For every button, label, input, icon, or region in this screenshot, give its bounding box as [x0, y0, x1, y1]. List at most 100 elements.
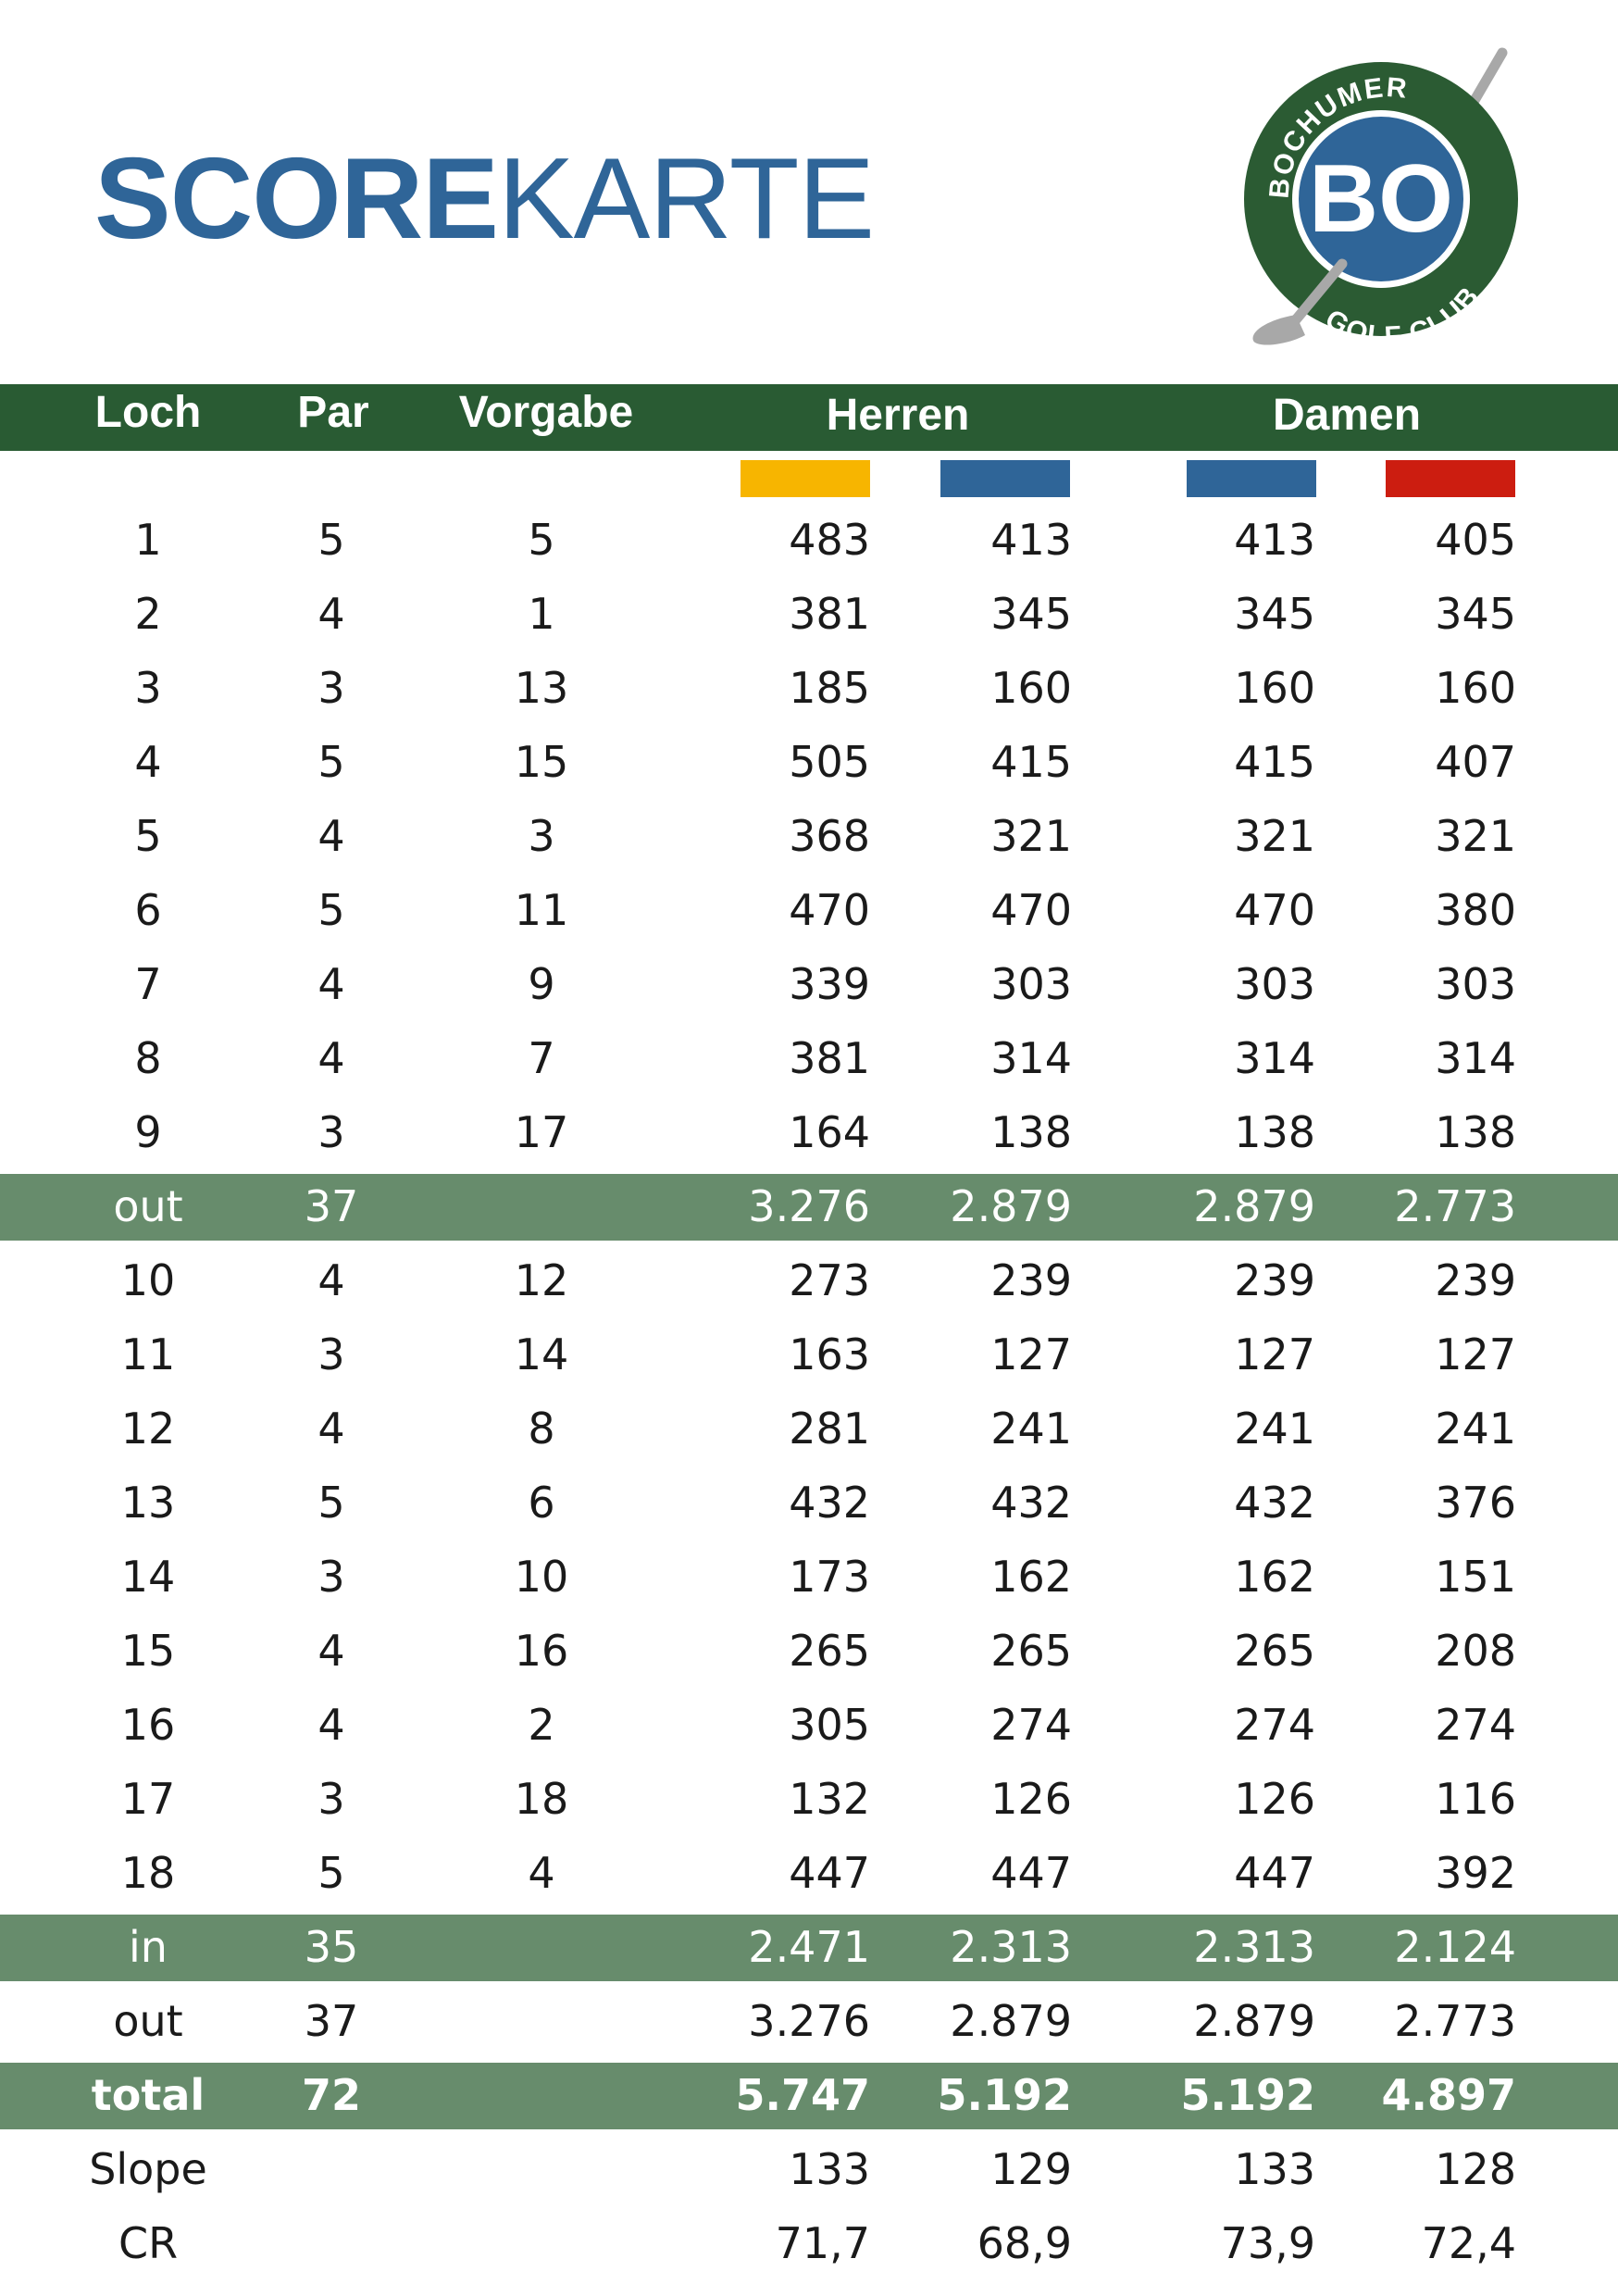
hole-row-16-par: 4	[317, 1700, 345, 1750]
hole-row-9-distance-1: 164	[789, 1107, 870, 1157]
hole-row-7-label: 7	[134, 959, 162, 1009]
hole-row-14-par: 3	[317, 1552, 345, 1602]
club-logo-graphic: BO BOCHUMER GOLF CLUB	[1244, 47, 1518, 352]
hole-row-7-distance-4: 303	[1435, 959, 1516, 1009]
hole-row-13-distance-4: 376	[1435, 1478, 1516, 1528]
hole-row-5-distance-2: 321	[990, 811, 1072, 861]
out-row-distance-2: 2.879	[950, 1181, 1072, 1231]
in-row-label: in	[129, 1922, 168, 1972]
hole-row-7-distance-2: 303	[990, 959, 1072, 1009]
hole-row-6-par: 5	[317, 885, 345, 935]
total-row-label: total	[91, 2070, 205, 2120]
hole-row-12-distance-2: 241	[990, 1404, 1072, 1454]
hole-row-15-distance-3: 265	[1234, 1626, 1315, 1676]
hole-row-12-distance-3: 241	[1234, 1404, 1315, 1454]
hole-row-8-distance-3: 314	[1234, 1033, 1315, 1083]
header-vorgabe: Vorgabe	[458, 388, 634, 437]
hole-row-9-distance-4: 138	[1435, 1107, 1516, 1157]
hole-row-6-distance-1: 470	[789, 885, 870, 935]
out-repeat-row-distance-3: 2.879	[1193, 1996, 1315, 2046]
hole-row-16-distance-2: 274	[990, 1700, 1072, 1750]
out-repeat-row-distance-4: 2.773	[1394, 1996, 1516, 2046]
hole-row-17-distance-3: 126	[1234, 1774, 1315, 1824]
hole-row-3-distance-4: 160	[1435, 663, 1516, 713]
hole-row-17-distance-4: 116	[1435, 1774, 1516, 1824]
hole-row-2-distance-3: 345	[1234, 589, 1315, 639]
header-band	[0, 384, 1618, 451]
logo-center	[1299, 117, 1463, 281]
hole-row-2-distance-4: 345	[1435, 589, 1516, 639]
hole-row-15-distance-2: 265	[990, 1626, 1072, 1676]
hole-row-10-distance-2: 239	[990, 1255, 1072, 1305]
hole-row-4-distance-2: 415	[990, 737, 1072, 787]
total-band	[0, 2063, 1618, 2129]
out-repeat-row-distance-1: 3.276	[748, 1996, 870, 2046]
hole-row-5-distance-4: 321	[1435, 811, 1516, 861]
hole-row-8-distance-2: 314	[990, 1033, 1072, 1083]
hole-row-13-distance-2: 432	[990, 1478, 1072, 1528]
hole-row-1-par: 5	[317, 515, 345, 565]
in-band	[0, 1915, 1618, 1981]
cr-row-distance-1: 71,7	[775, 2218, 870, 2268]
page-title: SCOREKARTE	[94, 130, 875, 268]
hole-row-13-distance-3: 432	[1234, 1478, 1315, 1528]
hole-row-7-distance-1: 339	[789, 959, 870, 1009]
hole-row-5-distance-3: 321	[1234, 811, 1315, 861]
hole-row-13-distance-1: 432	[789, 1478, 870, 1528]
hole-row-18-vorgabe: 4	[528, 1848, 555, 1898]
total-row-distance-1: 5.747	[735, 2070, 870, 2120]
title-regular-part: KARTE	[497, 135, 875, 263]
header-loch: Loch	[94, 388, 202, 437]
hole-row-4-distance-1: 505	[789, 737, 870, 787]
hole-row-11-vorgabe: 14	[514, 1329, 569, 1379]
hole-row-15-vorgabe: 16	[514, 1626, 569, 1676]
hole-row-3-distance-3: 160	[1234, 663, 1315, 713]
hole-row-17-label: 17	[120, 1774, 176, 1824]
hole-row-15-distance-1: 265	[789, 1626, 870, 1676]
hole-row-14-vorgabe: 10	[514, 1552, 569, 1602]
hole-row-13-par: 5	[317, 1478, 345, 1528]
hole-row-12-distance-4: 241	[1435, 1404, 1516, 1454]
logo-monogram: BO	[1309, 145, 1453, 253]
hole-row-9-vorgabe: 17	[514, 1107, 569, 1157]
hole-row-11-distance-3: 127	[1234, 1329, 1315, 1379]
hole-row-3-distance-1: 185	[789, 663, 870, 713]
hole-row-17-distance-2: 126	[990, 1774, 1072, 1824]
out-repeat-row-par: 37	[304, 1996, 359, 2046]
out-row-distance-1: 3.276	[748, 1181, 870, 1231]
hole-row-4-vorgabe: 15	[514, 737, 569, 787]
total-row-distance-4: 4.897	[1381, 2070, 1516, 2120]
hole-row-16-distance-1: 305	[789, 1700, 870, 1750]
hole-row-4-distance-3: 415	[1234, 737, 1315, 787]
out-repeat-row-distance-2: 2.879	[950, 1996, 1072, 2046]
hole-row-16-distance-4: 274	[1435, 1700, 1516, 1750]
header-damen: Damen	[1272, 391, 1422, 440]
slope-row-distance-3: 133	[1234, 2144, 1315, 2194]
cr-row-distance-3: 73,9	[1220, 2218, 1315, 2268]
hole-row-13-label: 13	[120, 1478, 176, 1528]
cr-row-label: CR	[118, 2218, 179, 2268]
hole-row-10-distance-4: 239	[1435, 1255, 1516, 1305]
hole-row-6-distance-4: 380	[1435, 885, 1516, 935]
hole-row-18-distance-3: 447	[1234, 1848, 1315, 1898]
out-band	[0, 1174, 1618, 1241]
header-herren: Herren	[826, 391, 970, 440]
hole-row-7-par: 4	[317, 959, 345, 1009]
hole-row-1-label: 1	[134, 515, 162, 565]
hole-row-18-label: 18	[120, 1848, 176, 1898]
total-row-distance-2: 5.192	[937, 2070, 1072, 2120]
hole-row-9-par: 3	[317, 1107, 345, 1157]
hole-row-14-distance-4: 151	[1435, 1552, 1516, 1602]
hole-row-2-par: 4	[317, 589, 345, 639]
cr-row-distance-4: 72,4	[1421, 2218, 1516, 2268]
hole-row-15-distance-4: 208	[1435, 1626, 1516, 1676]
hole-row-12-label: 12	[120, 1404, 176, 1454]
out-row-label: out	[113, 1181, 183, 1231]
hole-row-18-distance-1: 447	[789, 1848, 870, 1898]
hole-row-3-distance-2: 160	[990, 663, 1072, 713]
hole-row-3-par: 3	[317, 663, 345, 713]
hole-row-9-distance-3: 138	[1234, 1107, 1315, 1157]
tee-swatch-herren-blue	[940, 460, 1070, 497]
hole-row-3-vorgabe: 13	[514, 663, 569, 713]
hole-row-2-label: 2	[134, 589, 162, 639]
